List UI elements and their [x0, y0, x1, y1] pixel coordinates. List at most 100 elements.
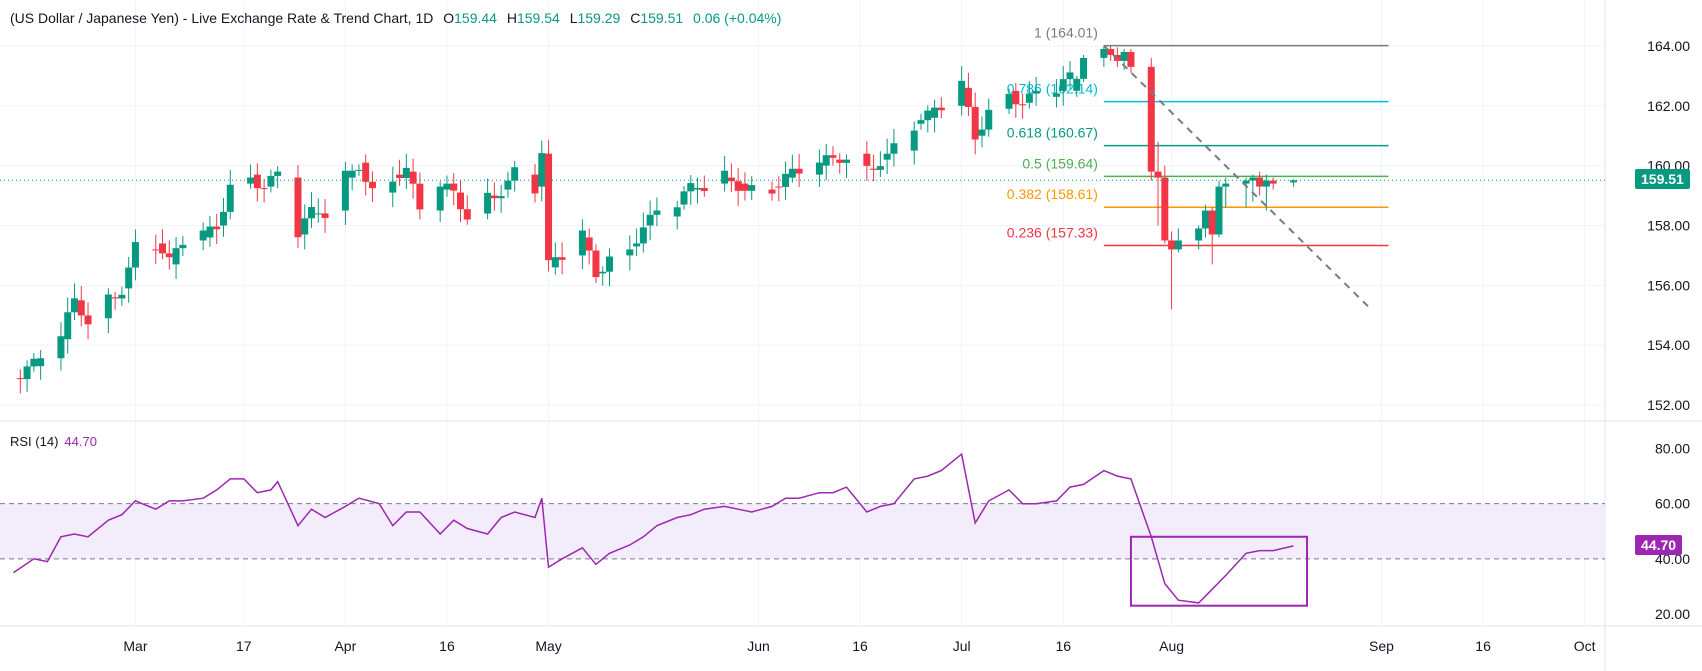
candle-body: [321, 213, 329, 218]
candle: [511, 160, 519, 192]
candle-body: [633, 243, 641, 247]
candle: [1127, 48, 1135, 73]
candle-body: [111, 297, 119, 299]
candle-body: [836, 159, 844, 163]
candle: [1147, 57, 1155, 181]
candle: [964, 72, 972, 116]
symbol-header: (US Dollar / Japanese Yen) - Live Exchan…: [10, 10, 781, 26]
candle-body: [1073, 78, 1081, 91]
candle: [1073, 75, 1081, 97]
low-value: 159.29: [577, 10, 621, 26]
candle: [1032, 76, 1040, 106]
candle-body: [301, 218, 309, 235]
candle: [362, 154, 370, 196]
candle-body: [538, 153, 546, 187]
rsi-header: RSI (14) 44.70: [10, 434, 97, 449]
candle-body: [457, 192, 465, 210]
y-tick-label: 152.00: [1647, 397, 1690, 413]
candle: [1256, 171, 1264, 196]
candle: [782, 161, 790, 200]
candle-body: [159, 243, 167, 254]
candle: [1174, 228, 1182, 253]
candle-body: [822, 155, 830, 166]
candle: [599, 266, 607, 286]
rsi-tick-label: 80.00: [1655, 441, 1690, 457]
candle: [917, 113, 925, 130]
candle-body: [883, 153, 891, 160]
rsi-line[interactable]: [13, 452, 1294, 604]
candle: [890, 128, 898, 167]
candle: [1025, 81, 1033, 109]
candle: [260, 179, 268, 203]
candle: [768, 181, 776, 201]
candle: [341, 161, 349, 225]
candle-body: [226, 184, 234, 212]
candlestick-series[interactable]: [0, 45, 1605, 394]
candle-body: [985, 109, 993, 130]
candle: [958, 66, 966, 116]
candle: [389, 166, 397, 208]
candle-body: [206, 226, 214, 238]
candle: [605, 248, 613, 287]
candle: [836, 153, 844, 174]
candle-body: [1168, 240, 1176, 250]
candle-body: [876, 166, 884, 170]
candle-body: [694, 187, 702, 190]
candle-body: [1154, 171, 1162, 178]
candle-body: [511, 167, 519, 181]
candle-body: [165, 253, 173, 258]
candle: [558, 242, 566, 275]
candle: [159, 229, 167, 260]
candle-body: [890, 143, 898, 154]
candle: [748, 176, 756, 200]
candle: [308, 192, 316, 229]
candle: [1242, 177, 1250, 208]
candle: [1012, 82, 1020, 118]
candle: [721, 155, 729, 192]
candle-body: [782, 173, 790, 187]
x-axis: Mar 17 Apr 16 May Jun 16 Jul 16 Aug Sep 16 Oct: [123, 638, 1595, 654]
candle: [23, 360, 31, 392]
candle: [694, 177, 702, 204]
candle-body: [152, 249, 160, 251]
candle: [1052, 79, 1060, 108]
candle-body: [179, 244, 187, 249]
candle: [545, 139, 553, 272]
candle-body: [450, 183, 458, 191]
candle-body: [463, 209, 471, 220]
candle: [416, 172, 424, 220]
candle: [1195, 225, 1203, 250]
candle-body: [497, 196, 505, 199]
candle-body: [578, 230, 586, 256]
candle: [1222, 177, 1230, 208]
candle-body: [70, 298, 78, 313]
candle: [16, 369, 24, 394]
candle: [1208, 207, 1216, 265]
rsi-highlight-box: [1129, 535, 1309, 607]
y-axis: 152.00154.00156.00158.00160.00162.00164.…: [1647, 38, 1690, 413]
candle: [131, 229, 139, 281]
candle: [267, 169, 275, 193]
candle: [118, 286, 126, 306]
candle: [219, 197, 227, 237]
x-tick-label: 16: [1055, 638, 1071, 654]
candle-body: [253, 174, 261, 189]
drawings[interactable]: [1103, 44, 1369, 607]
candle-body: [531, 174, 539, 194]
candle-body: [937, 107, 945, 111]
candle: [673, 200, 681, 230]
high-label: H: [506, 10, 517, 26]
candle: [57, 322, 65, 371]
candle-body: [64, 312, 72, 340]
fibonacci-retracement[interactable]: 1 (164.01) 0.786 (162.14) 0.618 (160.67) 0.…: [1007, 25, 1389, 247]
candle-body: [1080, 57, 1088, 79]
candle-body: [870, 168, 878, 170]
rsi-tick-label: 60.00: [1655, 496, 1690, 512]
candle: [152, 234, 160, 265]
candle: [788, 154, 796, 183]
candle: [924, 105, 932, 133]
candle: [843, 154, 851, 178]
candle-body: [741, 183, 749, 191]
